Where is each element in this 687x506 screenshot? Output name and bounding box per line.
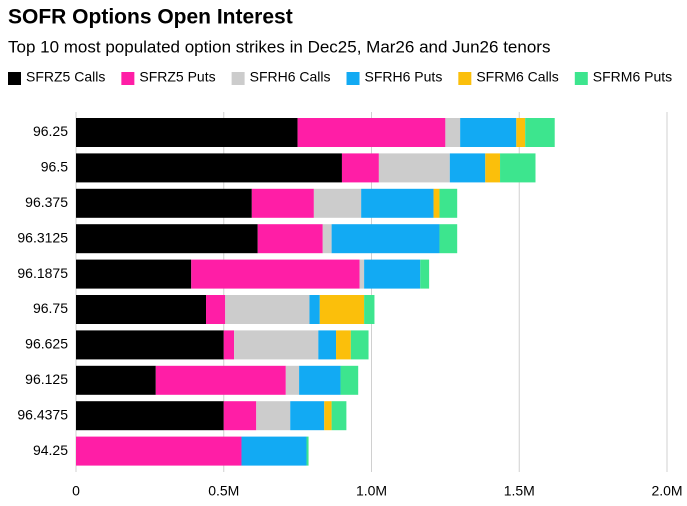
y-tick-label: 96.3125 xyxy=(17,229,68,245)
bar-segment xyxy=(313,188,362,218)
bar-segment xyxy=(359,259,365,289)
bar-segment xyxy=(420,259,430,289)
bar-segment xyxy=(439,188,458,218)
bar-segment xyxy=(191,259,360,289)
bar-segment xyxy=(439,224,458,254)
x-tick-label: 2.0M xyxy=(651,483,682,499)
bar-segment xyxy=(331,224,440,254)
bar-segment xyxy=(257,224,323,254)
x-tick-label: 0 xyxy=(72,483,80,499)
bar-segment xyxy=(364,295,375,324)
bar-segment xyxy=(460,118,517,147)
y-tick-label: 96.125 xyxy=(25,371,68,387)
bar-segment xyxy=(433,188,440,218)
legend-label: SFRH6 Puts xyxy=(365,69,443,85)
y-tick-label: 96.1875 xyxy=(17,265,68,281)
bar-segment xyxy=(331,401,347,431)
bar-segment xyxy=(299,365,341,395)
legend-label: SFRM6 Puts xyxy=(593,69,672,85)
bar-segment xyxy=(223,330,235,360)
bar-segment xyxy=(324,401,332,431)
bar-segment xyxy=(378,153,450,183)
legend-label: SFRH6 Calls xyxy=(250,69,331,85)
bar-segment xyxy=(241,436,307,466)
bar-segment xyxy=(309,295,320,324)
bar-segment xyxy=(155,365,286,395)
y-tick-label: 96.4375 xyxy=(17,406,68,422)
legend-label: SFRM6 Calls xyxy=(476,69,558,85)
bar-segment xyxy=(319,295,365,324)
y-tick-label: 96.25 xyxy=(33,123,68,139)
bar-segment xyxy=(76,365,156,395)
bar-segment xyxy=(285,365,300,395)
chart-subtitle: Top 10 most populated option strikes in … xyxy=(8,37,550,56)
bar-segment xyxy=(341,153,379,183)
bar-segment xyxy=(500,153,536,183)
bar-segment xyxy=(251,188,314,218)
y-tick-label: 96.75 xyxy=(33,300,68,316)
bar-segment xyxy=(449,153,486,183)
bar-segment xyxy=(306,436,309,466)
legend-swatch xyxy=(121,72,135,85)
bar-segment xyxy=(76,188,252,218)
x-tick-label: 1.5M xyxy=(504,483,535,499)
bar-segment xyxy=(76,224,258,254)
bar-segment xyxy=(525,118,555,147)
legend-swatch xyxy=(458,72,472,85)
bar-segment xyxy=(76,295,207,324)
bar-segment xyxy=(256,401,291,431)
bar-segment xyxy=(225,295,310,324)
bar-segment xyxy=(234,330,319,360)
legend-swatch xyxy=(8,72,21,85)
y-tick-label: 96.5 xyxy=(41,159,68,175)
bar-segment xyxy=(76,153,342,183)
bar-segment xyxy=(361,188,434,218)
legend-swatch xyxy=(574,72,588,85)
bar-segment xyxy=(336,330,351,360)
chart-title: SOFR Options Open Interest xyxy=(8,6,293,29)
legend-label: SFRZ5 Puts xyxy=(139,69,215,85)
legend-swatch xyxy=(346,72,360,85)
bar-segment xyxy=(340,365,359,395)
bar-segment xyxy=(445,118,461,147)
x-tick-label: 1.0M xyxy=(356,483,387,499)
bar-segment xyxy=(297,118,446,147)
legend-swatch xyxy=(231,72,245,85)
bar-segment xyxy=(485,153,501,183)
bar-segment xyxy=(76,436,242,466)
y-tick-label: 94.25 xyxy=(33,442,68,458)
bar-segment xyxy=(76,401,224,431)
bar-segment xyxy=(318,330,337,360)
bar-segment xyxy=(206,295,226,324)
bar-segment xyxy=(350,330,369,360)
bar-segment xyxy=(516,118,526,147)
bar-segment xyxy=(322,224,332,254)
bar-segment xyxy=(290,401,325,431)
y-tick-label: 96.625 xyxy=(25,336,68,352)
x-tick-label: 0.5M xyxy=(208,483,239,499)
bar-segment xyxy=(223,401,257,431)
bar-segment xyxy=(76,118,298,147)
bar-segment xyxy=(364,259,421,289)
bar-segment xyxy=(76,259,192,289)
y-tick-label: 96.375 xyxy=(25,194,68,210)
bar-segment xyxy=(76,330,224,360)
legend-label: SFRZ5 Calls xyxy=(26,69,105,85)
